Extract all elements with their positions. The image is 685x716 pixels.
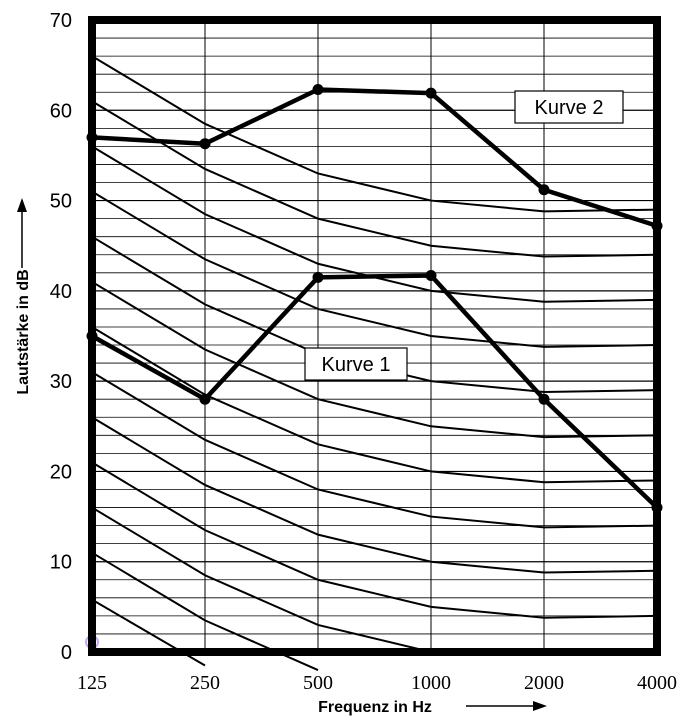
data-point: [312, 84, 324, 96]
x-tick-label: 500: [303, 672, 333, 694]
x-tick-label: 125: [77, 672, 107, 694]
reference-curve: [91, 461, 658, 619]
data-point: [199, 138, 211, 150]
y-tick-labels: 0 10 20 30 40 50 60 70: [50, 10, 72, 664]
y-tick-label: 40: [50, 281, 72, 303]
minor-grid: [92, 37, 657, 635]
series-layer: [85, 84, 663, 649]
y-tick-label: 60: [50, 100, 72, 122]
plot-frame: [88, 16, 661, 656]
y-axis-arrow: [17, 198, 27, 268]
curve-labels: Kurve 1 Kurve 2: [304, 90, 624, 381]
reference-curve: [91, 55, 658, 213]
reference-curve: [91, 280, 658, 439]
reference-curve: [91, 326, 658, 484]
curve-2-label: Kurve 2: [535, 97, 604, 119]
x-tick-label: 1000: [411, 672, 451, 694]
curve-1-line: [90, 273, 659, 510]
reference-curve: [91, 190, 658, 348]
data-point: [312, 271, 324, 283]
curve-2-line: [91, 87, 658, 228]
x-tick-labels: 125 250 500 1000 2000 4000: [77, 672, 677, 694]
y-tick-label: 10: [50, 552, 72, 574]
reference-curve: [91, 100, 658, 258]
y-axis-label: Lautstärke in dB: [15, 269, 32, 394]
y-tick-label: 70: [50, 10, 72, 32]
reference-curve: [91, 371, 658, 529]
vertical-grid: [204, 20, 545, 652]
y-tick-label: 0: [61, 642, 72, 664]
data-point: [425, 87, 437, 99]
reference-curves: [91, 55, 658, 671]
x-axis-arrow: [466, 701, 547, 711]
x-axis-label: Frequenz in Hz: [318, 699, 432, 716]
curve-1-label-box: [304, 347, 408, 381]
data-point: [538, 184, 550, 196]
reference-curve: [91, 416, 658, 574]
data-point: [538, 393, 550, 405]
data-point: [199, 393, 211, 405]
reference-curve: [91, 506, 432, 653]
curve-2-label-box: [514, 90, 624, 124]
x-tick-label: 4000: [637, 672, 677, 694]
y-tick-label: 30: [50, 371, 72, 393]
x-tick-label: 250: [190, 672, 220, 694]
curve-1-label: Kurve 1: [322, 354, 391, 376]
y-tick-label: 50: [50, 191, 72, 213]
x-tick-label: 2000: [524, 672, 564, 694]
y-tick-label: 20: [50, 461, 72, 483]
data-point: [425, 270, 437, 282]
